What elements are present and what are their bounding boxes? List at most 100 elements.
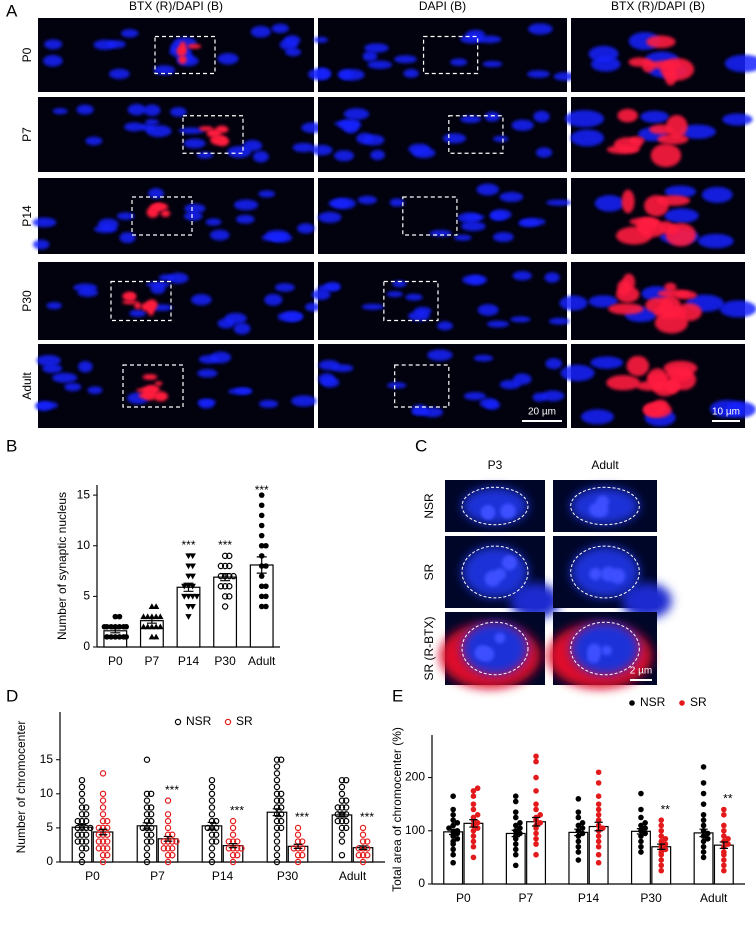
- data-point: [338, 831, 346, 838]
- endplate: [629, 136, 645, 146]
- y-tick-label: 0: [418, 876, 425, 890]
- nucleus: [198, 355, 219, 364]
- data-point: [579, 820, 586, 826]
- micrograph: [547, 612, 657, 689]
- data-point: [104, 838, 111, 845]
- data-point: [123, 634, 129, 640]
- legend-label: SR: [690, 695, 707, 709]
- panel-label: C: [415, 436, 427, 455]
- nucleus: [664, 185, 697, 198]
- data-point: [721, 862, 727, 869]
- image-background: [318, 178, 567, 254]
- nucleus: [482, 60, 503, 68]
- data-point: [273, 858, 281, 866]
- x-tick-label: P0: [456, 891, 471, 905]
- micrograph: [553, 536, 672, 619]
- data-point: [217, 583, 225, 590]
- nucleus: [588, 295, 618, 308]
- endplate: [215, 125, 229, 134]
- data-point: [595, 812, 602, 818]
- nucleus: [77, 288, 99, 297]
- data-point: [78, 817, 86, 825]
- data-point: [116, 613, 123, 620]
- error-bar: [110, 628, 121, 634]
- data-point: [470, 806, 477, 813]
- x-tick-label: P14: [212, 869, 234, 883]
- data-point: [152, 603, 160, 610]
- nucleus: [437, 321, 453, 331]
- data-point: [533, 753, 539, 760]
- nucleus: [490, 209, 512, 220]
- nucleus: [664, 208, 699, 223]
- nucleus: [85, 136, 103, 146]
- nucleus: [450, 58, 468, 66]
- panel-label: D: [6, 686, 18, 705]
- data-point: [147, 831, 155, 838]
- endplate: [134, 302, 142, 310]
- data-point: [595, 817, 602, 823]
- data-point: [164, 811, 172, 818]
- nucleus: [460, 115, 482, 124]
- x-tick-label: P7: [145, 654, 160, 668]
- endplate: [666, 378, 681, 394]
- endplate: [153, 203, 162, 212]
- endplate: [153, 391, 168, 402]
- data-point: [474, 785, 481, 792]
- legend-marker: [224, 718, 232, 726]
- data-point: [78, 790, 86, 798]
- data-point: [99, 797, 107, 804]
- nucleus: [722, 113, 753, 126]
- data-point: [470, 843, 477, 850]
- nucleus: [146, 125, 172, 138]
- data-point: [512, 822, 519, 829]
- data-point: [700, 812, 707, 818]
- nucleus: [361, 303, 384, 310]
- endplate: [186, 44, 202, 49]
- micrograph: [38, 262, 321, 340]
- data-point: [700, 843, 707, 850]
- data-point: [82, 811, 90, 818]
- legend-marker: [679, 700, 685, 706]
- nucleus: [594, 195, 625, 212]
- data-point: [658, 827, 665, 834]
- nucleus: [412, 147, 436, 159]
- data-point: [359, 831, 367, 838]
- data-point: [185, 593, 192, 600]
- column-header: DAPI (B): [419, 0, 466, 13]
- data-point: [99, 770, 107, 777]
- error-bar: [699, 828, 708, 838]
- x-tick-label: P14: [178, 654, 200, 668]
- nucleus: [533, 110, 550, 123]
- data-point: [533, 835, 539, 842]
- data-point: [147, 824, 155, 832]
- data-point: [658, 867, 665, 874]
- nucleus: [564, 110, 605, 128]
- data-point: [185, 563, 192, 570]
- nucleus: [338, 118, 362, 131]
- data-point: [217, 562, 225, 570]
- data-point: [78, 851, 86, 859]
- endplate: [160, 209, 171, 218]
- y-axis-label: Number of chromocenter: [14, 721, 28, 854]
- data-point: [95, 838, 103, 845]
- data-point: [575, 843, 582, 850]
- data-point: [338, 804, 346, 811]
- nucleus: [264, 293, 283, 306]
- nucleus: [337, 69, 354, 80]
- data-point: [338, 790, 346, 798]
- data-point: [470, 814, 477, 821]
- nucleus: [392, 280, 407, 288]
- nucleus: [258, 399, 279, 408]
- data-point: [575, 838, 582, 845]
- data-point: [450, 838, 456, 845]
- nucleus: [548, 317, 570, 325]
- data-point: [229, 824, 237, 832]
- data-point: [273, 831, 281, 838]
- data-point: [595, 793, 602, 799]
- data-point: [74, 838, 81, 845]
- data-point: [470, 793, 477, 799]
- data-point: [595, 843, 602, 850]
- micrograph: [559, 262, 756, 340]
- data-point: [273, 817, 281, 825]
- data-point: [517, 825, 523, 831]
